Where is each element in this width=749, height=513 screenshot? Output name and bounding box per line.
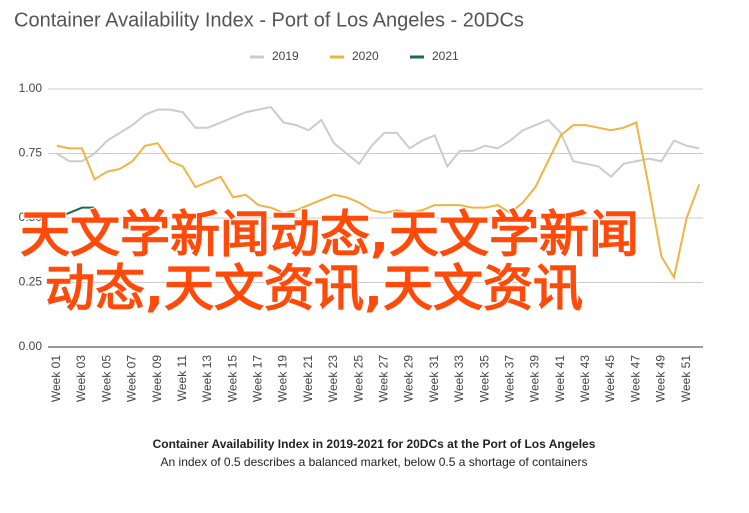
x-tick-label: Week 51 [679,355,693,402]
x-tick-label: Week 47 [628,355,642,402]
legend-label: 2020 [352,49,379,63]
caption: Container Availability Index in 2019-202… [153,437,596,451]
x-tick-label: Week 15 [225,355,239,402]
chart-title: Container Availability Index - Port of L… [14,9,524,31]
legend-label: 2021 [432,49,459,63]
x-tick-label: Week 49 [654,355,668,402]
y-tick-label: 0.50 [19,210,43,224]
legend-label: 2019 [272,49,299,63]
y-tick-label: 0.00 [19,339,43,353]
subcaption: An index of 0.5 describes a balanced mar… [161,455,588,469]
y-tick-label: 1.00 [19,81,43,95]
x-tick-label: Week 07 [125,355,139,402]
x-tick-label: Week 33 [452,355,466,402]
x-tick-label: Week 01 [49,355,63,402]
x-tick-label: Week 45 [603,355,617,402]
x-tick-label: Week 21 [301,355,315,402]
x-tick-label: Week 23 [326,355,340,402]
x-tick-label: Week 19 [276,355,290,402]
series-line [56,105,700,179]
x-tick-label: Week 29 [402,355,416,402]
series-line [56,206,95,219]
x-tick-label: Week 27 [376,355,390,402]
x-tick-label: Week 43 [578,355,592,402]
x-tick-label: Week 17 [251,355,265,402]
series-line [56,121,701,281]
x-tick-label: Week 37 [502,355,516,402]
x-tick-label: Week 41 [553,355,567,402]
overlay-text: 动态,天文资讯,天文资讯 [45,260,583,318]
x-tick-label: Week 31 [427,355,441,402]
x-tick-label: Week 25 [351,355,365,402]
x-tick-label: Week 35 [477,355,491,402]
overlay-text: 天文学新闻动态,天文学新闻 [20,206,639,264]
y-tick-label: 0.75 [19,146,43,160]
x-tick-label: Week 11 [175,355,189,402]
y-tick-label: 0.25 [19,275,43,289]
x-tick-label: Week 09 [150,355,164,402]
x-tick-label: Week 13 [200,355,214,402]
x-tick-label: Week 05 [99,355,113,402]
x-tick-label: Week 39 [528,355,542,402]
x-tick-label: Week 03 [74,355,88,402]
